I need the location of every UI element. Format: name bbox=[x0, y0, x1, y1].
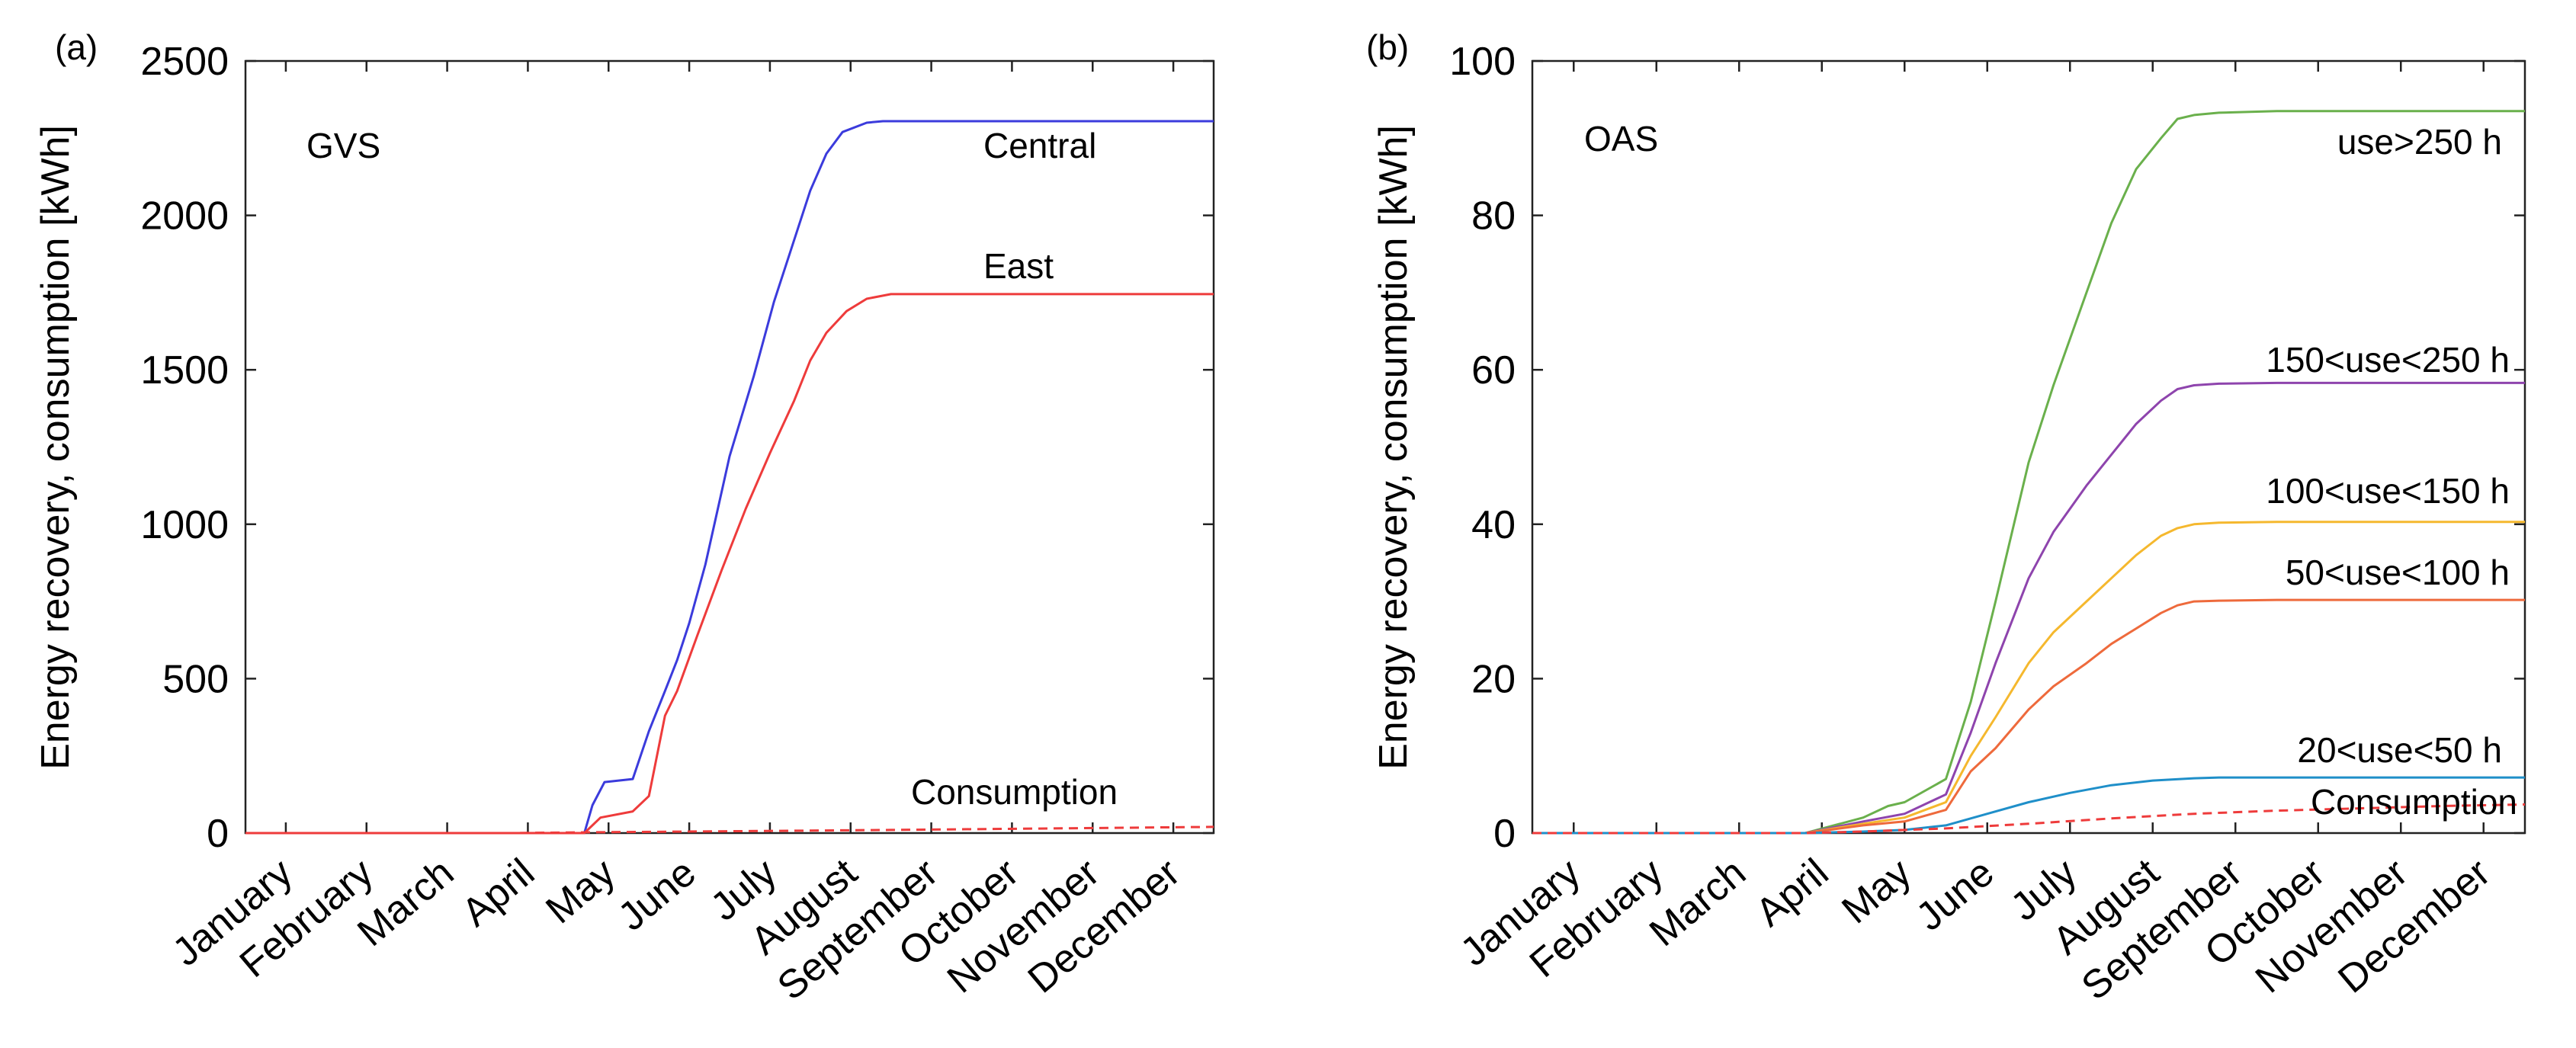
y-tick-label: 40 bbox=[1471, 503, 1516, 547]
series-annotation: 20<use<50 h bbox=[2297, 730, 2502, 770]
y-tick-label: 100 bbox=[1449, 40, 1516, 84]
series-line-100-use-150-h bbox=[1532, 521, 2525, 835]
panel-label: (b) bbox=[1366, 27, 1409, 67]
y-tick-label: 2500 bbox=[140, 40, 229, 84]
series-annotation: East bbox=[983, 246, 1054, 286]
y-tick-label: 60 bbox=[1471, 348, 1516, 393]
y-axis-title: Energy recovery, consumption [kWh] bbox=[1371, 125, 1416, 770]
x-tick-label-april: April bbox=[454, 851, 543, 935]
x-tick-label-march: March bbox=[349, 851, 462, 955]
y-axis-title: Energy recovery, consumption [kWh] bbox=[34, 125, 78, 770]
panel-label: (a) bbox=[55, 27, 98, 67]
y-tick-label: 0 bbox=[1493, 812, 1516, 856]
plot-frame bbox=[1531, 59, 2526, 835]
x-tick-label-may: May bbox=[537, 851, 624, 933]
y-tick-label: 500 bbox=[162, 657, 229, 701]
series-line-150-use-250-h bbox=[1532, 381, 2525, 835]
series-line-consumption bbox=[245, 825, 1214, 835]
x-tick-label-june: June bbox=[1908, 851, 2003, 940]
series-line-east bbox=[245, 293, 1214, 835]
series-annotation: 50<use<100 h bbox=[2286, 553, 2510, 592]
x-tick-label-june: June bbox=[610, 851, 704, 940]
series-annotation: 100<use<150 h bbox=[2266, 471, 2510, 511]
panel-title: GVS bbox=[306, 126, 380, 165]
y-tick-label: 1500 bbox=[140, 348, 229, 393]
series-annotation: 150<use<250 h bbox=[2266, 340, 2510, 380]
x-tick-label-april: April bbox=[1747, 851, 1837, 935]
chart-panel-a: (a)05001000150020002500JanuaryFebruaryMa… bbox=[34, 27, 1215, 1009]
series-annotation: Central bbox=[983, 126, 1096, 165]
y-tick-label: 0 bbox=[207, 812, 229, 856]
chart-panel-b: (b)020406080100JanuaryFebruaryMarchApril… bbox=[1366, 27, 2526, 1009]
series-line-central bbox=[245, 120, 1214, 835]
series-annotation: Consumption bbox=[911, 772, 1118, 812]
series-annotation: use>250 h bbox=[2337, 122, 2502, 162]
series-line-50-use-100-h bbox=[1532, 598, 2525, 835]
x-tick-label-march: March bbox=[1641, 851, 1754, 955]
y-tick-label: 20 bbox=[1471, 657, 1516, 701]
series-line-use-250-h bbox=[1532, 110, 2525, 835]
y-tick-label: 80 bbox=[1471, 194, 1516, 239]
y-tick-label: 1000 bbox=[140, 503, 229, 547]
plot-frame bbox=[244, 59, 1215, 835]
x-tick-label-may: May bbox=[1833, 851, 1920, 933]
series-annotation: Consumption bbox=[2311, 782, 2517, 822]
panel-title: OAS bbox=[1584, 119, 1658, 159]
series-line-consumption bbox=[1532, 803, 2526, 835]
y-tick-label: 2000 bbox=[140, 194, 229, 239]
